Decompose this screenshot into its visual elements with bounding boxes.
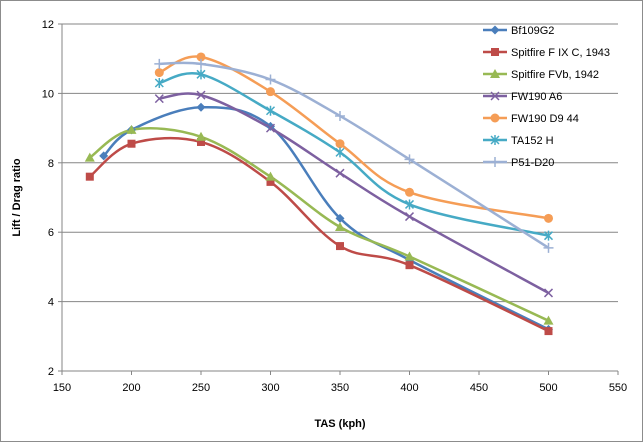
data-point <box>405 187 414 197</box>
data-point <box>99 151 109 161</box>
data-point <box>543 242 554 253</box>
data-point <box>265 74 276 85</box>
data-point <box>336 242 344 251</box>
data-point <box>196 52 206 62</box>
data-point <box>196 90 206 100</box>
data-point <box>335 213 345 223</box>
data-point <box>197 137 205 146</box>
legend-swatch-marker <box>491 48 499 56</box>
data-point <box>266 121 275 131</box>
x-tick-label: 350 <box>331 382 349 394</box>
data-point <box>196 58 206 69</box>
data-point <box>266 87 275 97</box>
x-tick-label: 500 <box>539 382 557 394</box>
data-point <box>543 315 554 325</box>
data-point <box>154 77 164 88</box>
y-tick-label: 8 <box>48 158 54 170</box>
series-line-1 <box>88 136 550 333</box>
data-point <box>265 123 276 133</box>
data-point <box>265 105 276 116</box>
x-tick-label: 250 <box>192 382 210 394</box>
legend-label: FW190 D9 44 <box>511 113 579 125</box>
series-markers <box>84 52 554 336</box>
data-point <box>405 261 414 270</box>
data-point <box>196 131 206 141</box>
legend: Bf109G2 Spitfire F IX C, 1943 Spitfire FVb… <box>483 25 610 169</box>
y-tick-label: 2 <box>48 366 54 378</box>
legend-label: TA152 H <box>511 135 554 147</box>
legend-swatch-marker <box>490 25 500 35</box>
series-line-0 <box>102 105 550 331</box>
data-point <box>335 139 345 149</box>
legend-swatch-marker <box>490 157 500 167</box>
x-tick-label: 150 <box>53 382 71 394</box>
x-tick-label: 450 <box>470 382 488 394</box>
y-tick-label: 10 <box>42 88 54 100</box>
data-point <box>154 94 164 104</box>
data-point <box>335 168 345 178</box>
data-point <box>85 172 94 181</box>
x-tick-label: 200 <box>122 382 140 394</box>
data-point <box>84 152 95 162</box>
legend-swatch-marker <box>490 113 500 123</box>
legend-label: FW190 A6 <box>511 91 562 103</box>
data-point <box>265 171 276 181</box>
x-tick-label: 550 <box>609 382 627 394</box>
data-point <box>543 230 554 241</box>
x-axis-title: TAS (kph) <box>314 418 365 430</box>
data-point <box>543 288 554 298</box>
legend-swatch-marker <box>490 135 500 145</box>
data-point <box>127 139 136 148</box>
data-point <box>154 58 165 69</box>
data-point <box>404 154 415 165</box>
legend-label: Bf109G2 <box>511 25 554 37</box>
data-point <box>544 213 553 223</box>
data-point <box>335 147 345 158</box>
data-point <box>404 212 415 222</box>
data-point <box>335 110 345 121</box>
y-axis-title: Lift / Drag ratio <box>11 158 23 237</box>
data-point <box>154 68 164 78</box>
data-point <box>196 102 206 112</box>
data-point <box>335 221 345 231</box>
y-tick-label: 12 <box>42 19 54 31</box>
data-point <box>266 177 275 186</box>
legend-label: P51-D20 <box>511 157 554 169</box>
legend-label: Spitfire FVb, 1942 <box>511 69 599 81</box>
data-point <box>404 199 415 210</box>
x-tick-label: 400 <box>400 382 418 394</box>
legend-label: Spitfire F IX C, 1943 <box>511 47 610 59</box>
data-point <box>126 124 137 134</box>
axes: 2 4 6 8 10 12 150 200 250 300 350 400 450 500 550 <box>42 19 627 394</box>
data-point <box>196 69 206 80</box>
x-tick-label: 300 <box>261 382 279 394</box>
legend-swatch-marker <box>490 91 500 101</box>
data-point <box>404 251 415 261</box>
legend-swatch-marker <box>490 69 500 78</box>
y-tick-label: 4 <box>48 297 54 309</box>
series-line-2 <box>89 127 550 322</box>
data-point <box>544 327 553 336</box>
y-tick-label: 6 <box>48 227 54 239</box>
